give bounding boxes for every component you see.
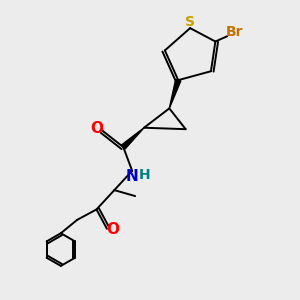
- Text: O: O: [91, 121, 103, 136]
- Text: N: N: [126, 169, 139, 184]
- Text: S: S: [185, 15, 195, 28]
- Polygon shape: [122, 128, 144, 149]
- Text: Br: Br: [226, 25, 244, 39]
- Text: O: O: [106, 222, 119, 237]
- Polygon shape: [169, 79, 181, 108]
- Text: H: H: [139, 168, 151, 182]
